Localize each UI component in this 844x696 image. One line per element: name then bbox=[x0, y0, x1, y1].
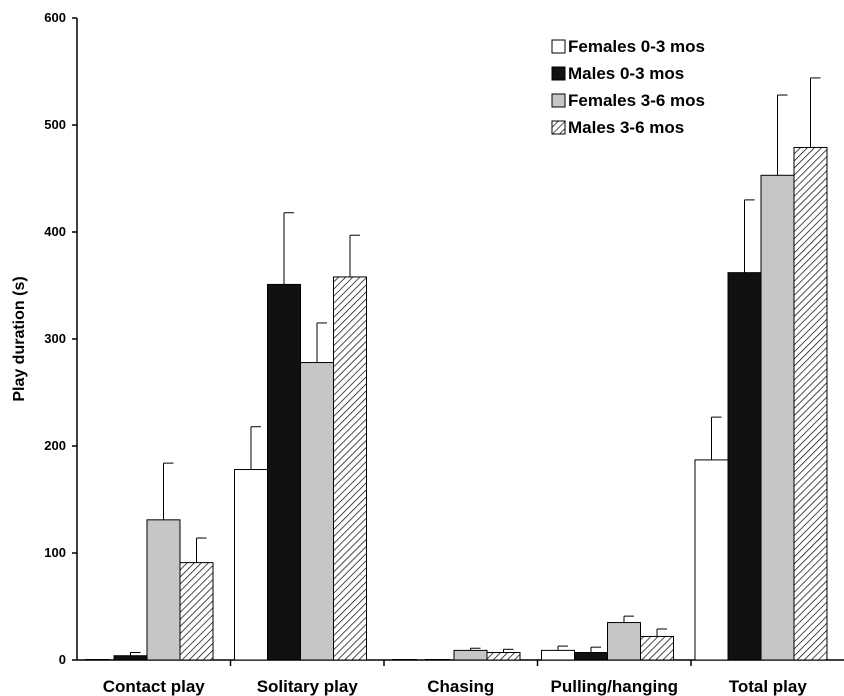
category-labels: Contact play Solitary play Chasing Pulling/… bbox=[103, 677, 808, 696]
y-tick-label: 400 bbox=[44, 224, 66, 239]
bar bbox=[146, 519, 181, 661]
y-tick-label: 600 bbox=[44, 10, 66, 25]
legend: Females 0-3 mos Males 0-3 mos Females 3-6 … bbox=[551, 37, 705, 137]
bar bbox=[453, 649, 488, 661]
bar bbox=[300, 362, 334, 661]
bar bbox=[113, 655, 148, 661]
legend-swatch bbox=[551, 120, 566, 135]
bar bbox=[486, 652, 521, 661]
y-tick-label: 200 bbox=[44, 438, 66, 453]
category-label: Contact play bbox=[103, 677, 206, 696]
bar bbox=[760, 174, 795, 661]
y-tick-label: 0 bbox=[59, 652, 66, 667]
bar bbox=[793, 146, 828, 661]
bar bbox=[640, 635, 674, 661]
bar bbox=[234, 469, 268, 661]
category-label: Pulling/hanging bbox=[551, 677, 678, 696]
legend-label: Males 3-6 mos bbox=[568, 118, 684, 137]
error-bars bbox=[130, 77, 821, 656]
y-tick-label: 100 bbox=[44, 545, 66, 560]
y-tick-label: 300 bbox=[44, 331, 66, 346]
bar bbox=[179, 562, 214, 661]
y-tick-label: 500 bbox=[44, 117, 66, 132]
legend-label: Females 0-3 mos bbox=[568, 37, 705, 56]
category-label: Solitary play bbox=[257, 677, 359, 696]
bar bbox=[541, 649, 575, 661]
legend-swatch bbox=[551, 39, 566, 54]
bar bbox=[267, 283, 301, 661]
legend-label: Females 3-6 mos bbox=[568, 91, 705, 110]
bar bbox=[607, 622, 641, 661]
bar bbox=[574, 652, 608, 661]
category-label: Total play bbox=[729, 677, 808, 696]
y-axis-title: Play duration (s) bbox=[11, 276, 28, 401]
legend-label: Males 0-3 mos bbox=[568, 64, 684, 83]
y-tick-labels: 0 100 200 300 400 500 600 bbox=[44, 10, 66, 667]
bar bbox=[727, 272, 762, 661]
bar bbox=[333, 276, 367, 661]
bars bbox=[85, 146, 828, 661]
legend-swatch bbox=[551, 66, 566, 81]
bar bbox=[694, 459, 729, 661]
category-label: Chasing bbox=[427, 677, 494, 696]
legend-swatch bbox=[551, 93, 566, 108]
